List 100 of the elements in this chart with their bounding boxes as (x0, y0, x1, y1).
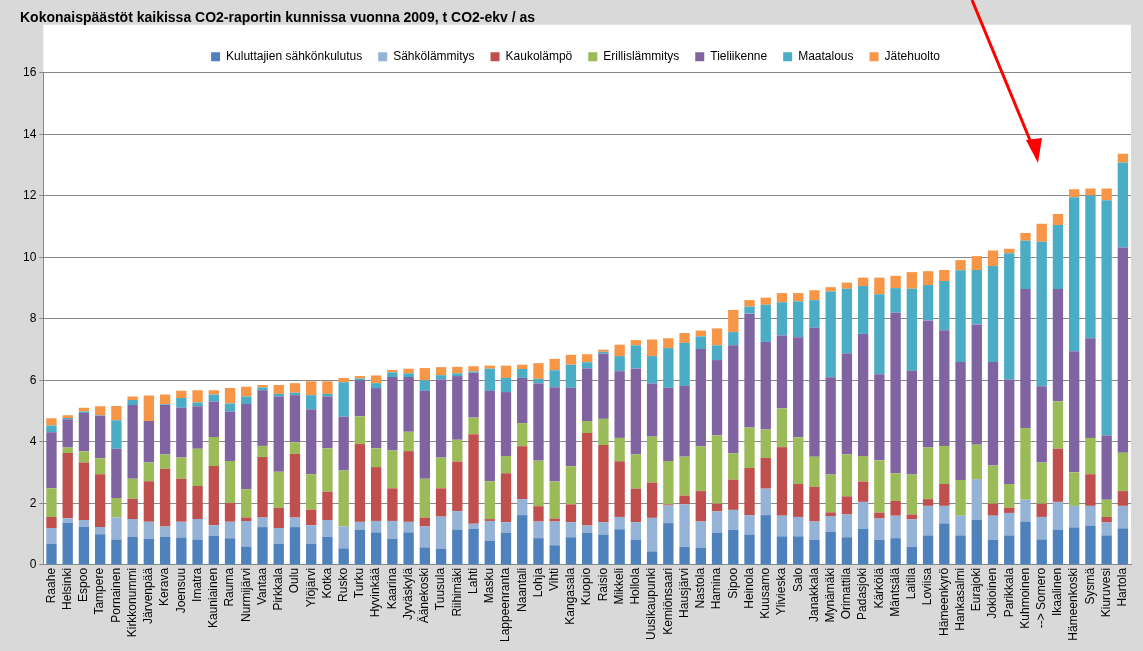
bar (841, 537, 853, 565)
x-tick-label: Masku (482, 567, 497, 604)
bar (1036, 241, 1047, 387)
bar (695, 491, 706, 522)
bar (306, 381, 317, 396)
bar (825, 377, 836, 475)
x-tick-label: Kuusamo (758, 567, 773, 619)
bar (614, 461, 625, 517)
bar (306, 509, 317, 526)
bar (809, 327, 820, 457)
bar (565, 466, 577, 505)
bar (273, 528, 284, 544)
bar (241, 386, 252, 397)
bar (1069, 197, 1080, 352)
bar (1020, 233, 1031, 241)
bar (695, 548, 706, 565)
bar (922, 447, 934, 500)
bar (1036, 503, 1047, 517)
bar (111, 497, 122, 518)
bar (939, 330, 950, 446)
bar (354, 521, 366, 530)
bar (1052, 501, 1064, 530)
bar (387, 538, 398, 565)
bar (387, 372, 398, 377)
bar (1085, 188, 1096, 196)
bar (111, 405, 122, 421)
x-tick-label: Heinola (741, 567, 756, 609)
x-tick-label: Hankasalmi (952, 567, 967, 631)
bar (776, 335, 788, 409)
bar (500, 473, 512, 523)
bar (630, 345, 642, 369)
bar (695, 349, 706, 447)
y-tick-label: 10 (22, 249, 37, 264)
x-tick-label: Hausjärvi (676, 567, 691, 618)
bar (419, 526, 431, 548)
x-tick-label: Hämeenkyrö (936, 567, 951, 636)
bar (468, 523, 479, 529)
bar (679, 495, 690, 505)
bar (517, 499, 528, 516)
bar (143, 395, 155, 421)
y-tick-label: 2 (29, 495, 37, 510)
bar (533, 521, 544, 539)
bar (143, 420, 155, 463)
bar (728, 453, 739, 480)
bar (208, 465, 219, 526)
bar (939, 523, 950, 565)
bar (955, 480, 966, 516)
bar (549, 370, 560, 388)
bar (598, 418, 609, 445)
x-tick-label: Kuhmoinen (1017, 567, 1032, 629)
x-tick-label: Loviisa (920, 567, 935, 606)
x-tick-label: Tampere (92, 567, 107, 615)
bar (322, 448, 333, 492)
bar (646, 517, 658, 552)
bar (630, 368, 642, 455)
legend-label: Tieliikenne (710, 49, 768, 64)
y-tick-label: 12 (22, 188, 37, 203)
bar (1004, 507, 1015, 513)
bar (776, 408, 788, 448)
x-tick-label: Kerava (157, 567, 172, 606)
bar (403, 368, 414, 374)
x-tick-label: Järvenpää (141, 567, 156, 624)
bar (338, 382, 349, 417)
x-tick-label: Riihimäki (449, 567, 464, 617)
bar (46, 418, 57, 426)
bar (208, 536, 219, 565)
bar (1004, 484, 1015, 508)
bar (241, 546, 252, 565)
x-tick-label: Sysmä (1082, 567, 1097, 605)
bar (517, 369, 528, 378)
bar (874, 460, 885, 513)
bar (614, 516, 625, 530)
bar (306, 543, 317, 565)
bar (971, 444, 982, 480)
bar (500, 392, 512, 457)
x-tick-label: Vantaa (254, 567, 269, 606)
bar (143, 521, 155, 539)
bar (728, 332, 739, 346)
bar (890, 275, 901, 289)
bar (1069, 351, 1080, 473)
bar (825, 532, 836, 565)
bar (338, 416, 349, 471)
bar (192, 448, 203, 486)
bar (338, 548, 349, 565)
x-tick-label: Jokioinen (985, 567, 1000, 619)
bar (62, 518, 73, 523)
bar (922, 535, 934, 565)
bar (955, 361, 966, 481)
x-tick-label: Raahe (43, 567, 58, 604)
x-tick-label: Ikaalinen (1050, 567, 1065, 616)
bar (452, 373, 463, 377)
bar (403, 451, 414, 522)
x-tick-label: Kirkkonummi (124, 567, 139, 638)
bar (1101, 200, 1112, 436)
x-tick-label: Kotka (319, 567, 334, 599)
bar (565, 504, 577, 523)
x-tick-label: Kangasala (563, 567, 578, 625)
bar (517, 446, 528, 500)
bar (1052, 213, 1064, 226)
bar (370, 375, 382, 384)
